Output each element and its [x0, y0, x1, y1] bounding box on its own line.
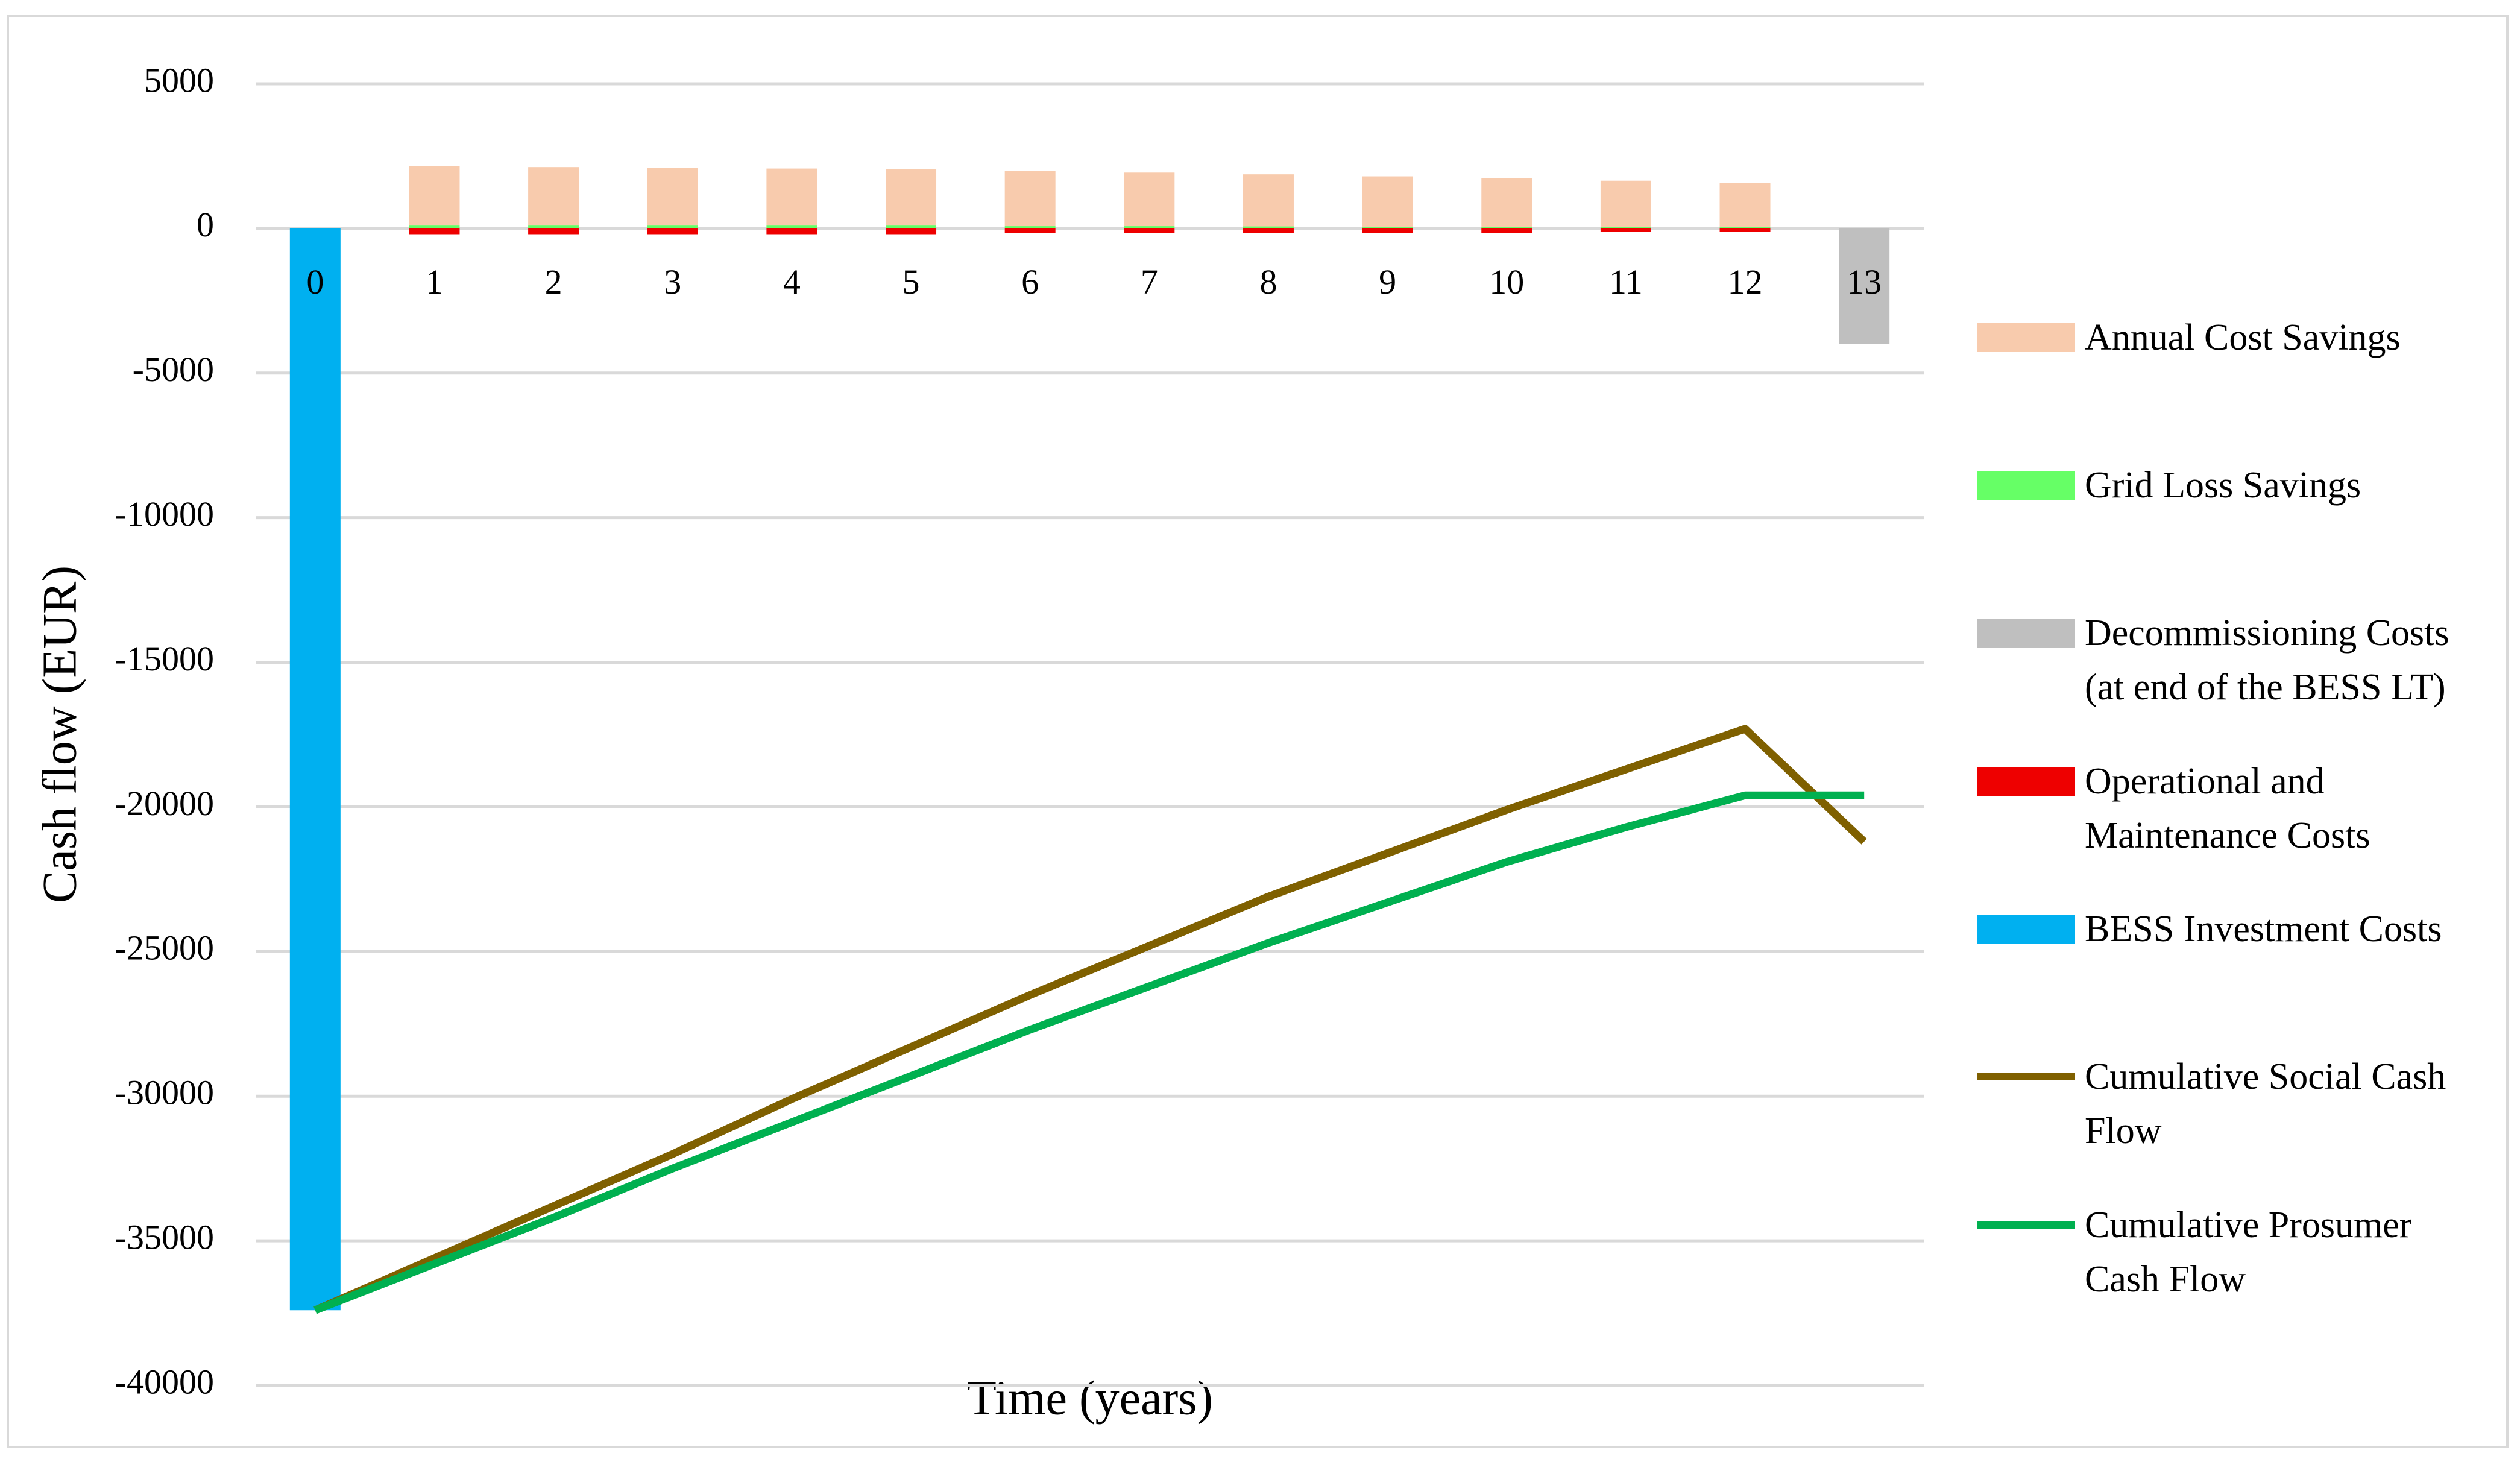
bar: [1362, 227, 1413, 228]
bar: [1362, 176, 1413, 227]
x-tick-label: 9: [1379, 262, 1396, 301]
bar: [1362, 228, 1413, 233]
x-tick-label: 4: [783, 262, 801, 301]
y-tick-label: -25000: [115, 928, 214, 968]
legend-swatch: [1977, 1073, 2075, 1080]
y-tick-label: -15000: [115, 639, 214, 678]
legend-label: Cumulative Social Cash Flow: [2085, 1056, 2446, 1152]
x-tick-label: 2: [545, 262, 562, 301]
y-tick-label: -35000: [115, 1217, 214, 1256]
legend-label: BESS Investment Costs: [2085, 909, 2442, 950]
bar: [1124, 228, 1175, 233]
x-tick-label: 5: [902, 262, 920, 301]
bar: [1004, 228, 1056, 233]
legend-label: Annual Cost Savings: [2085, 317, 2401, 358]
x-tick-label: 3: [664, 262, 681, 301]
bar: [1124, 226, 1175, 228]
legend-label: Decommissioning Costs (at end of the BES…: [2085, 613, 2449, 708]
y-tick-label: 0: [197, 205, 214, 244]
bar: [766, 228, 817, 235]
x-tick-label: 11: [1609, 262, 1643, 301]
bar: [1004, 171, 1056, 227]
bar: [886, 225, 937, 228]
bar: [528, 167, 579, 226]
legend-swatch: [1977, 767, 2075, 796]
bar: [1243, 226, 1294, 228]
x-tick-label: 12: [1728, 262, 1763, 301]
bar: [1600, 227, 1651, 228]
bar: [1719, 183, 1771, 227]
y-axis-title: Cash flow (EUR): [33, 566, 86, 903]
bar: [1243, 228, 1294, 233]
bar: [1243, 174, 1294, 227]
bar: [766, 225, 817, 228]
x-tick-label: 8: [1259, 262, 1277, 301]
bar: [766, 168, 817, 226]
y-tick-label: -30000: [115, 1073, 214, 1112]
x-tick-label: 10: [1489, 262, 1524, 301]
line: [313, 725, 1867, 1314]
x-tick-label: 1: [426, 262, 443, 301]
legend-label: Cumulative Prosumer Cash Flow: [2085, 1205, 2412, 1300]
y-tick-label: -5000: [133, 350, 214, 389]
bar: [1600, 228, 1651, 232]
bar: [1481, 178, 1532, 227]
bar: [886, 228, 937, 235]
legend-swatch: [1977, 323, 2075, 352]
legend-swatch: [1977, 915, 2075, 944]
bar: [1839, 228, 1890, 344]
x-tick-label: 13: [1847, 262, 1882, 301]
x-axis-title: Time (years): [967, 1372, 1213, 1425]
y-tick-label: -20000: [115, 784, 214, 823]
legend-swatch: [1977, 619, 2075, 648]
bar: [1481, 228, 1532, 233]
bar: [1719, 227, 1771, 228]
legend-swatch: [1977, 1221, 2075, 1229]
bar: [886, 169, 937, 226]
x-tick-label: 0: [306, 262, 324, 301]
bar: [409, 166, 460, 226]
bar: [1600, 180, 1651, 227]
bar: [1124, 172, 1175, 227]
grid: [256, 82, 1924, 1387]
bar: [647, 228, 698, 235]
bar: [409, 225, 460, 228]
bar: [1719, 228, 1771, 232]
y-tick-label: 5000: [144, 60, 214, 99]
bar: [1004, 226, 1056, 228]
bar: [647, 225, 698, 228]
x-tick-label: 7: [1141, 262, 1158, 301]
bar: [528, 225, 579, 228]
lines: [313, 725, 1867, 1314]
x-tick-label: 6: [1021, 262, 1039, 301]
legend-swatch: [1977, 471, 2075, 500]
line: [313, 791, 1865, 1314]
legend-label: Operational and Maintenance Costs: [2085, 761, 2370, 856]
bar: [528, 228, 579, 235]
bar: [1481, 227, 1532, 228]
y-tick-label: -40000: [115, 1362, 214, 1401]
bars: [289, 166, 1890, 1311]
legend-label: Grid Loss Savings: [2085, 465, 2361, 506]
y-tick-label: -10000: [115, 494, 214, 534]
bar: [647, 168, 698, 226]
chart-frame: [7, 15, 2509, 1448]
bar: [289, 228, 341, 1311]
bar: [409, 228, 460, 235]
